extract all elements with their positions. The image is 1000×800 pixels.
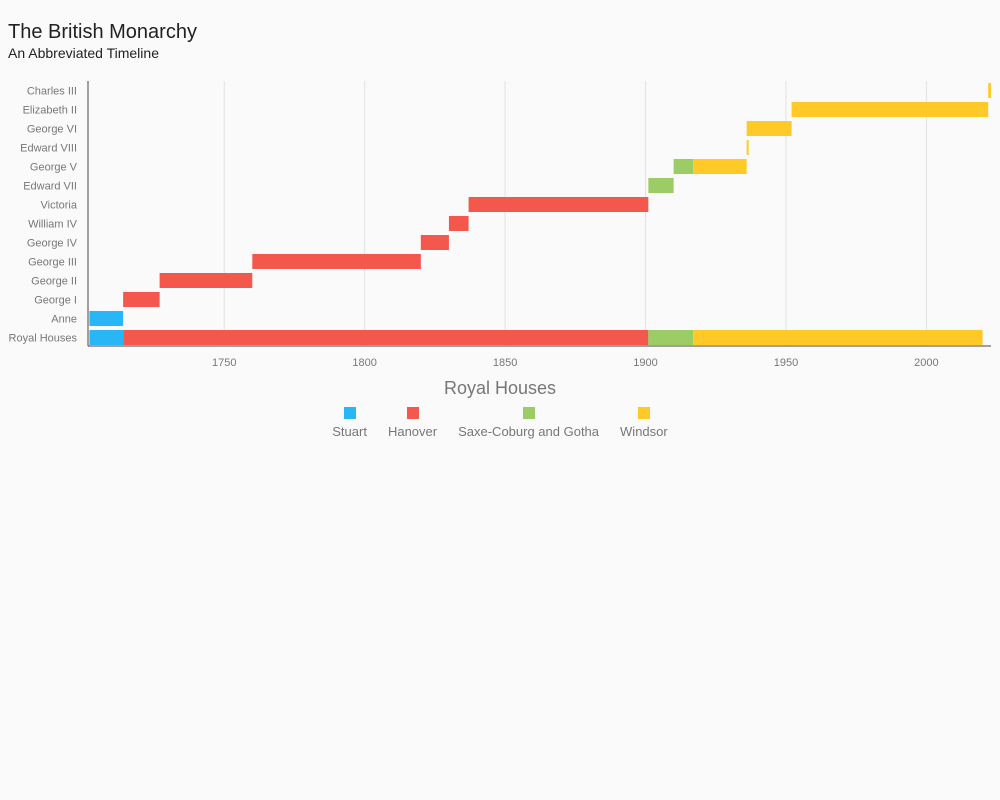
chart-subtitle: An Abbreviated Timeline — [8, 45, 159, 61]
legend-item-stuart[interactable]: Stuart — [332, 407, 367, 439]
legend-label-windsor: Windsor — [620, 424, 668, 439]
x-tick-label-1800: 1800 — [352, 357, 376, 369]
legend-item-saxe-coburg-and-gotha[interactable]: Saxe-Coburg and Gotha — [458, 407, 599, 439]
x-tick-label-1950: 1950 — [774, 357, 798, 369]
row-label-victoria: Victoria — [41, 200, 78, 212]
bar-william-iv-hanover — [448, 216, 469, 231]
row-label-charles-iii: Charles III — [27, 86, 77, 98]
bar-royal-houses-windsor — [693, 330, 983, 345]
bar-george-i-hanover — [123, 292, 160, 307]
bar-charles-iii-windsor — [988, 83, 991, 98]
legend-swatch-windsor — [637, 407, 650, 419]
row-label-george-v: George V — [30, 162, 78, 174]
legend: Stuart Hanover Saxe-Coburg and Gotha Win… — [0, 407, 1000, 439]
row-label-william-iv: William IV — [28, 219, 78, 231]
bar-edward-vii-saxe-coburg-and-gotha — [648, 178, 674, 193]
bar-edward-viii-windsor — [746, 140, 749, 155]
legend-swatch-saxe-coburg-and-gotha — [522, 407, 535, 419]
x-tick-label-1900: 1900 — [633, 357, 657, 369]
chart-title: The British Monarchy — [8, 21, 197, 43]
row-label-edward-viii: Edward VIII — [20, 143, 77, 155]
bar-anne-stuart — [89, 311, 124, 326]
bar-royal-houses-saxe-coburg-and-gotha — [648, 330, 694, 345]
x-tick-label-1750: 1750 — [212, 357, 236, 369]
legend-title: Royal Houses — [443, 378, 557, 398]
row-label-elizabeth-ii: Elizabeth II — [23, 105, 77, 117]
row-label-george-iv: George IV — [27, 238, 78, 250]
legend-label-saxe-coburg-and-gotha: Saxe-Coburg and Gotha — [458, 424, 600, 439]
row-label-edward-vii: Edward VII — [23, 181, 77, 193]
bar-victoria-hanover — [468, 197, 649, 212]
row-label-george-vi: George VI — [27, 124, 77, 136]
timeline-chart: 1750 1800 1850 1900 1950 2000 Charles III Eliza… — [9, 81, 991, 369]
row-label-george-iii: George III — [28, 257, 77, 269]
x-tick-label-2000: 2000 — [914, 357, 938, 369]
legend-label-stuart: Stuart — [332, 424, 367, 439]
bar-george-v-saxe-coburg-and-gotha — [673, 159, 694, 174]
bar-george-v-windsor — [693, 159, 747, 174]
bar-george-ii-hanover — [159, 273, 253, 288]
legend-swatch-hanover — [406, 407, 419, 419]
legend-item-windsor[interactable]: Windsor — [620, 407, 668, 439]
bar-royal-houses-hanover — [123, 330, 649, 345]
row-label-george-ii: George II — [31, 276, 77, 288]
row-label-george-i: George I — [34, 295, 77, 307]
bar-elizabeth-ii-windsor — [791, 102, 989, 117]
x-tick-label-1850: 1850 — [493, 357, 517, 369]
bar-george-iv-hanover — [420, 235, 449, 250]
row-label-anne: Anne — [51, 314, 77, 326]
bar-royal-houses-stuart — [89, 330, 124, 345]
row-label-royal-houses: Royal Houses — [9, 333, 78, 345]
legend-swatch-stuart — [343, 407, 356, 419]
bar-george-vi-windsor — [746, 121, 792, 136]
legend-label-hanover: Hanover — [387, 424, 438, 439]
legend-item-hanover[interactable]: Hanover — [388, 407, 437, 439]
bar-george-iii-hanover — [252, 254, 421, 269]
